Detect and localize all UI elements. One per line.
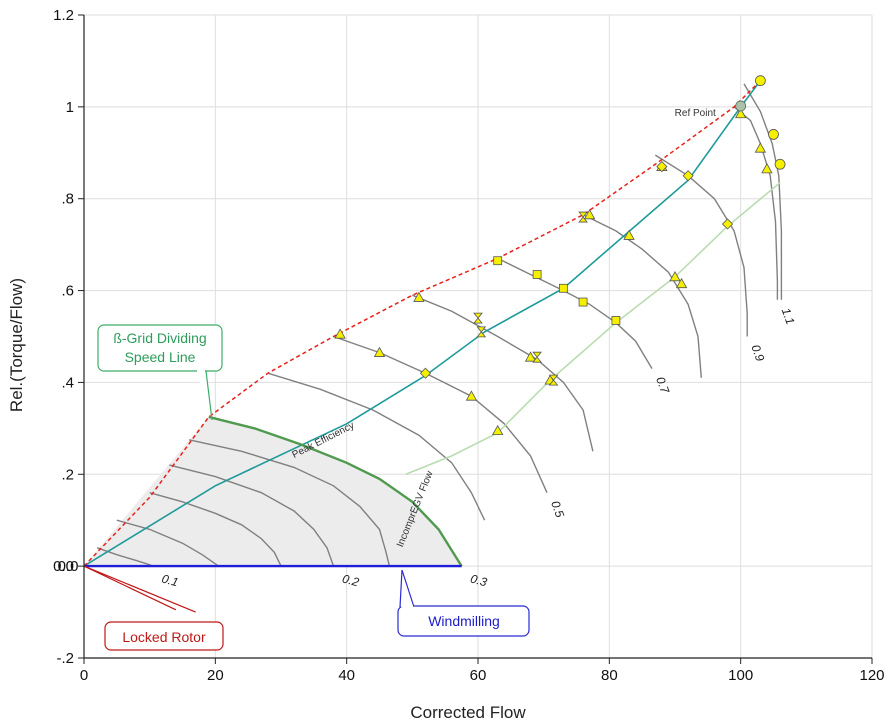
triangle-marker [334, 328, 346, 339]
beta-grid-callout-line1: ß-Grid Dividing [113, 330, 206, 346]
y-axis-title: Rel.(Torque/Flow) [7, 278, 26, 412]
speed-line [497, 257, 653, 369]
triangle-marker [669, 270, 681, 282]
circle-marker [774, 158, 786, 170]
speed-line-label: 0.7 [653, 375, 672, 397]
shaded-low-speed-region [84, 416, 462, 567]
square-marker [578, 297, 588, 307]
ref-point-label: Ref Point [675, 108, 716, 119]
square-marker [532, 270, 542, 279]
square-marker [611, 316, 621, 325]
markers-layer [334, 75, 786, 436]
speed-line [169, 464, 335, 567]
speed-line [267, 372, 486, 521]
x-tick-label: 0 [80, 667, 88, 684]
x-tick-label: 100 [728, 667, 753, 684]
special-lines-layer [83, 80, 781, 613]
speed-line [582, 214, 702, 378]
triangle-marker [373, 346, 386, 357]
y-tick-label: .8 [61, 191, 74, 208]
diamond-marker [682, 170, 694, 182]
x-tick-label: 60 [470, 667, 487, 684]
x-tick-label: 40 [338, 667, 355, 684]
speed-line [743, 83, 783, 300]
shaded-region-layer [84, 416, 462, 567]
windmilling-callout-text: Windmilling [428, 613, 500, 629]
triangle-marker [623, 229, 635, 240]
triangle-marker [413, 291, 425, 302]
x-axis-title: Corrected Flow [410, 703, 526, 722]
incompr-egv-flow-line [405, 181, 781, 476]
speed-line-label: 0.1 [160, 572, 180, 590]
speed-line-label: 0.3 [469, 572, 489, 590]
hourglass-marker [476, 326, 487, 338]
origin-label: 0.0 [58, 558, 79, 575]
square-marker [558, 283, 568, 293]
beta-grid-dividing-speed-line [208, 415, 463, 567]
diamond-marker [721, 218, 734, 230]
square-marker [493, 256, 503, 266]
diamond-marker [419, 367, 432, 379]
hourglass-marker [578, 211, 588, 223]
windmilling-callout: Windmilling [397, 569, 530, 637]
peak-efficiency-line [83, 80, 762, 567]
y-tick-label: -.2 [56, 650, 74, 667]
circle-marker [754, 75, 766, 87]
triangle-marker [465, 390, 478, 401]
beta-grid-callout-box [97, 324, 223, 372]
speed-line-label: 1.1 [779, 306, 798, 326]
triangle-marker [754, 142, 767, 153]
x-tick-label: 80 [601, 667, 618, 684]
speed-line [733, 106, 779, 300]
hourglass-marker [548, 374, 559, 386]
triangle-marker [761, 163, 773, 174]
windmilling-callout-pointer [399, 569, 415, 608]
y-tick-label: .6 [61, 283, 74, 300]
triangle-marker [492, 424, 504, 436]
circle-marker [768, 129, 779, 140]
y-tick-label: 1.2 [53, 7, 74, 24]
locked-rotor-line [83, 565, 196, 613]
windmilling-callout-box [397, 605, 530, 637]
hourglass-marker [473, 312, 483, 324]
ref-point-marker [735, 100, 747, 112]
y-tick-label: .2 [61, 466, 74, 483]
beta-grid-callout: ß-Grid Dividing Speed Line [97, 324, 223, 421]
locked-rotor-callout-box [104, 621, 224, 651]
triangle-marker [524, 351, 537, 362]
triangle-marker [583, 208, 596, 220]
triangle-marker [675, 277, 688, 289]
speed-line [116, 519, 220, 567]
hourglass-marker [532, 351, 542, 363]
speed-line-label: 0.2 [341, 572, 361, 590]
x-tick-label: 20 [207, 667, 224, 684]
locked-rotor-callout: Locked Rotor [104, 621, 224, 651]
locked-rotor-line [83, 565, 177, 611]
speed-line-label: 0.9 [748, 343, 767, 364]
y-tick-label: 0.0 [53, 558, 74, 575]
triangle-marker [734, 107, 747, 119]
y-tick-label: 1 [66, 99, 74, 116]
speed-line [188, 439, 391, 567]
x-tick-label: 120 [859, 667, 884, 684]
speed-line-label: 0.5 [548, 499, 567, 520]
axes-layer: 0 20 40 60 80 100 120 -.2 0.0 .2 .4 .6 .8 1 1.2 [53, 7, 884, 684]
locked-rotor-callout-text: Locked Rotor [122, 629, 206, 645]
diamond-marker [656, 160, 668, 173]
speed-line [149, 492, 282, 567]
surge-line [83, 80, 761, 567]
beta-grid-callout-line2: Speed Line [125, 349, 196, 365]
y-tick-label: .4 [61, 374, 74, 391]
